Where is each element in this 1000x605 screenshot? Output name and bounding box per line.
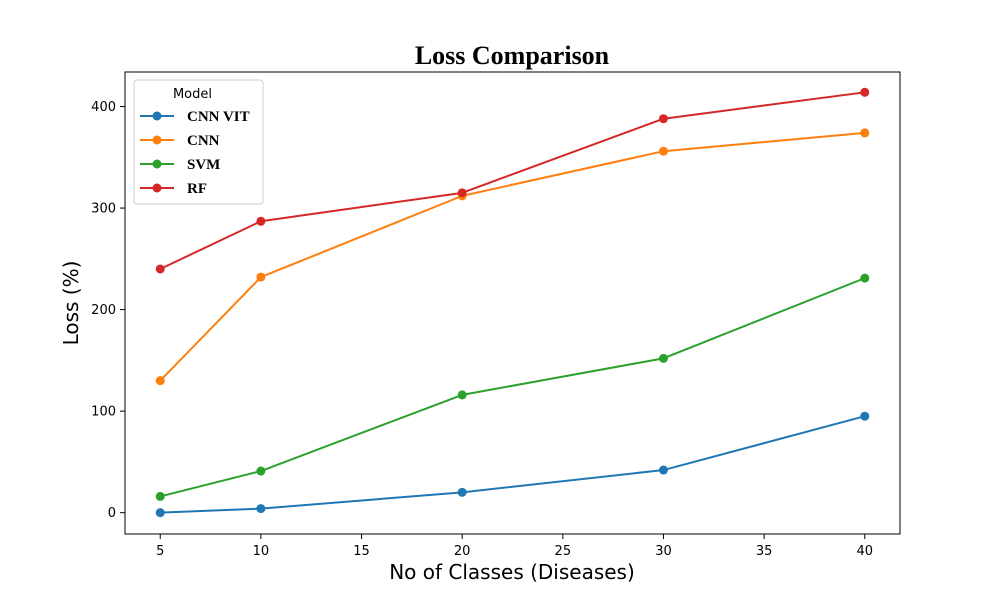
legend-title: Model bbox=[173, 87, 212, 102]
y-axis-label: Loss (%) bbox=[59, 261, 83, 346]
x-tick-label: 5 bbox=[156, 544, 164, 559]
plot-frame bbox=[124, 71, 901, 535]
x-tick-label: 15 bbox=[353, 544, 370, 559]
data-point-cnn-vit bbox=[860, 411, 870, 421]
legend: Model CNN VIT CNN SVM RF bbox=[133, 79, 264, 205]
x-tick-label: 35 bbox=[756, 544, 773, 559]
legend-marker-cnn-vit bbox=[152, 111, 162, 121]
data-point-cnn-vit bbox=[256, 504, 266, 514]
y-tick-label: 300 bbox=[91, 202, 116, 217]
data-point-rf bbox=[256, 216, 266, 226]
plot-area bbox=[155, 87, 870, 518]
series-line-cnn-vit bbox=[160, 415, 866, 514]
legend-marker-cnn bbox=[152, 135, 162, 145]
series-line-rf bbox=[159, 91, 865, 270]
data-point-svm bbox=[155, 491, 165, 501]
x-tick-label: 30 bbox=[655, 544, 672, 559]
data-point-cnn-vit bbox=[155, 508, 165, 518]
data-point-cnn bbox=[155, 376, 165, 386]
data-point-rf bbox=[658, 114, 668, 124]
data-point-cnn-vit bbox=[457, 487, 467, 497]
x-tick-label: 10 bbox=[253, 544, 270, 559]
y-tick-label: 100 bbox=[91, 405, 116, 420]
y-tick-label: 400 bbox=[91, 100, 116, 115]
chart-title: Loss Comparison bbox=[415, 41, 610, 70]
data-point-rf bbox=[860, 87, 870, 97]
series-line-cnn bbox=[159, 131, 865, 382]
x-tick-label: 25 bbox=[555, 544, 572, 559]
series-line-svm bbox=[159, 277, 866, 498]
data-point-svm bbox=[658, 353, 668, 363]
data-point-cnn bbox=[658, 146, 668, 156]
legend-label-svm: SVM bbox=[187, 157, 220, 173]
y-tick-label: 200 bbox=[91, 303, 116, 318]
legend-box bbox=[133, 79, 264, 205]
data-point-cnn-vit bbox=[658, 465, 668, 475]
data-point-cnn bbox=[860, 128, 870, 138]
data-point-rf bbox=[457, 188, 467, 198]
legend-label-cnn-vit: CNN VIT bbox=[187, 109, 250, 125]
data-point-svm bbox=[457, 390, 467, 400]
data-point-svm bbox=[256, 466, 266, 476]
data-point-cnn bbox=[256, 272, 266, 282]
x-tick-label: 40 bbox=[856, 544, 873, 559]
x-axis-label: No of Classes (Diseases) bbox=[389, 560, 635, 584]
legend-marker-svm bbox=[152, 159, 162, 169]
data-point-rf bbox=[155, 264, 165, 274]
data-point-svm bbox=[860, 273, 870, 283]
legend-label-cnn: CNN bbox=[187, 133, 220, 149]
legend-label-rf: RF bbox=[187, 181, 207, 197]
legend-marker-rf bbox=[152, 183, 162, 193]
x-tick-label: 20 bbox=[454, 544, 471, 559]
y-tick-label: 0 bbox=[108, 506, 116, 521]
